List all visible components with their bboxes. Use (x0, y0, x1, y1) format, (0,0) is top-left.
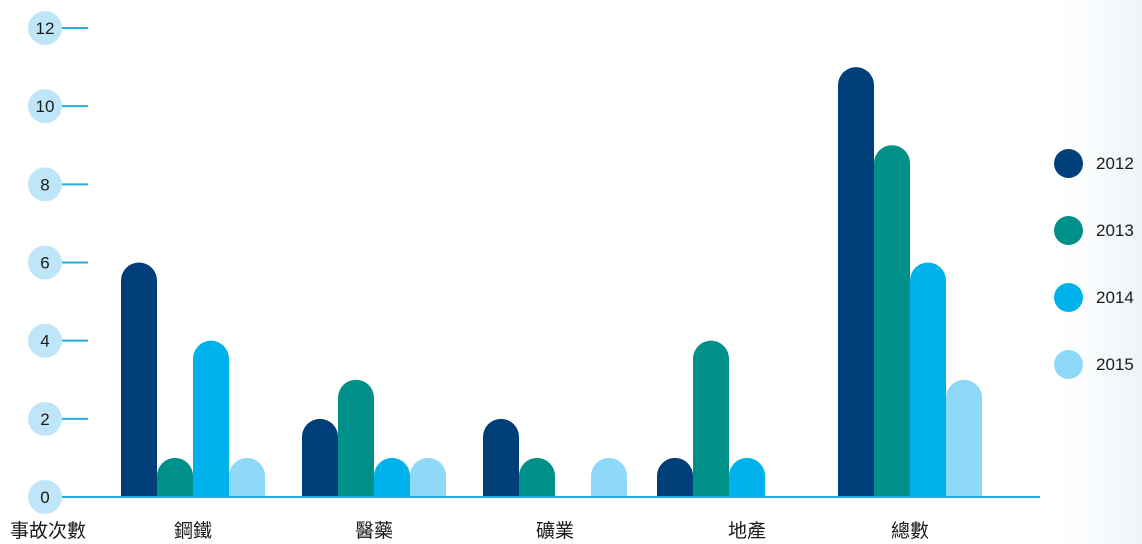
legend: 2012 2013 2014 2015 (1054, 130, 1134, 398)
bar-2014 (193, 340, 229, 497)
bars (121, 67, 982, 497)
x-tick-label: 鋼鐵 (174, 520, 212, 542)
bar-2015 (946, 379, 982, 497)
bar-2015 (410, 457, 446, 497)
legend-label: 2012 (1096, 153, 1134, 173)
y-tick-bubble (28, 401, 62, 436)
bar-2014 (910, 262, 946, 497)
legend-swatch (1054, 216, 1083, 245)
legend-swatch (1054, 283, 1083, 312)
x-axis-labels: 鋼鐵 醫藥 礦業 地產 總數 (174, 520, 929, 542)
y-tick: 2 (28, 401, 88, 436)
y-tick-bubble (28, 89, 62, 124)
bar-2013 (157, 457, 193, 497)
y-tick: 8 (28, 167, 88, 202)
y-tick-bubble (28, 323, 62, 358)
bar-2012 (657, 457, 693, 497)
y-axis: 0 2 4 6 8 10 12 (28, 11, 88, 514)
y-tick-label: 2 (40, 410, 49, 429)
legend-label: 2015 (1096, 354, 1134, 374)
y-tick-label: 6 (40, 254, 49, 273)
bar-2012 (483, 418, 519, 497)
y-tick-bubble (28, 167, 62, 202)
bar-2014 (729, 457, 765, 497)
y-tick-label: 8 (40, 175, 49, 194)
bar-2013 (338, 379, 374, 497)
y-axis-label: 事故次數 (10, 520, 86, 542)
y-tick-bubble (28, 480, 62, 514)
y-tick-bubble (28, 11, 62, 45)
x-tick-label: 礦業 (536, 520, 574, 542)
y-tick: 4 (28, 323, 88, 358)
legend-item: 2013 (1054, 197, 1134, 264)
y-tick-label: 12 (36, 19, 55, 38)
legend-swatch (1054, 149, 1083, 178)
bar-2012 (121, 262, 157, 497)
y-tick: 6 (28, 245, 88, 280)
bar-2013 (693, 340, 729, 497)
legend-item: 2014 (1054, 264, 1134, 331)
bar-2012 (838, 67, 874, 497)
legend-label: 2013 (1096, 220, 1134, 240)
y-tick-label: 0 (40, 488, 49, 507)
y-tick-label: 10 (36, 97, 55, 116)
bar-2013 (874, 145, 910, 497)
bar-2015 (229, 457, 265, 497)
bar-2015 (591, 457, 627, 497)
x-tick-label: 地產 (728, 520, 766, 542)
x-tick-label: 總數 (891, 520, 929, 542)
y-tick: 10 (28, 89, 88, 124)
y-tick-bubble (28, 245, 62, 280)
bar-2014 (374, 457, 410, 497)
x-tick-label: 醫藥 (355, 520, 393, 542)
legend-item: 2012 (1054, 130, 1134, 197)
legend-item: 2015 (1054, 331, 1134, 398)
y-tick: 12 (28, 11, 88, 45)
legend-label: 2014 (1096, 287, 1134, 307)
y-tick-label: 4 (40, 332, 49, 351)
bar-2012 (302, 418, 338, 497)
legend-swatch (1054, 350, 1083, 379)
bar-2013 (519, 457, 555, 497)
